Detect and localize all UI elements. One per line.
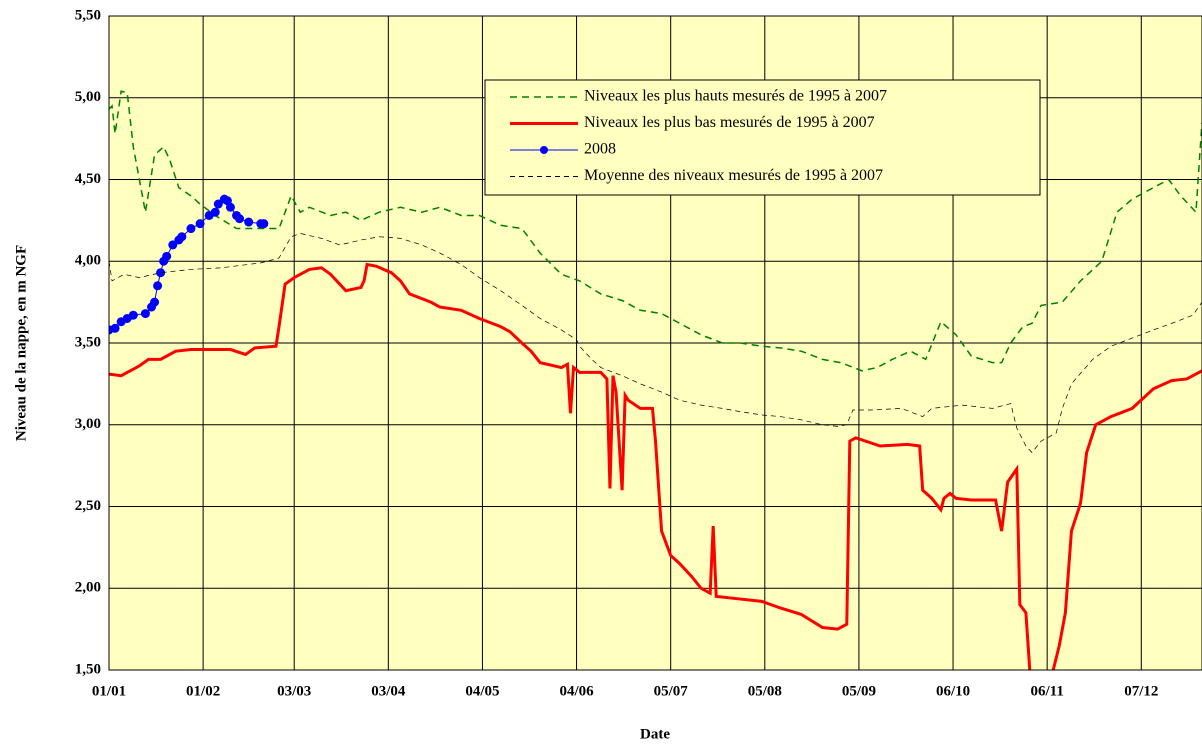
point (177, 232, 187, 242)
legend-marker (540, 146, 548, 154)
series-line (109, 90, 1202, 372)
plot-border (108, 15, 1202, 671)
y-tick-label: 3,50 (75, 334, 101, 350)
y-tick-label: 4,00 (75, 253, 101, 269)
point (168, 240, 178, 250)
legend-label: Niveaux les plus hauts mesurés de 1995 à… (584, 88, 887, 105)
legend: Niveaux les plus hauts mesurés de 1995 à… (484, 79, 1041, 196)
x-tick-label: 04/06 (559, 683, 594, 699)
legend-label: Moyenne des niveaux mesurés de 1995 à 20… (584, 167, 883, 184)
x-tick-label: 03/03 (277, 683, 311, 699)
legend-label: 2008 (584, 141, 616, 158)
point (244, 217, 254, 227)
y-tick-label: 1,50 (75, 661, 101, 677)
y-tick-label: 5,00 (75, 89, 101, 105)
x-tick-label: 05/08 (748, 683, 782, 699)
x-tick-label: 04/05 (465, 683, 499, 699)
x-tick-label: 01/02 (186, 683, 220, 699)
legend-box (484, 79, 1041, 196)
x-tick-label: 06/11 (1030, 683, 1063, 699)
x-tick-label: 07/12 (1124, 683, 1158, 699)
y-tick-label: 3,00 (75, 416, 101, 432)
y-axis-label: Niveau de la nappe, en m NGF (13, 245, 29, 441)
x-tick-label: 03/04 (371, 683, 406, 699)
point (150, 297, 160, 307)
x-tick-label: 06/10 (936, 683, 970, 699)
point (140, 309, 150, 319)
point (235, 214, 245, 224)
point (213, 199, 223, 209)
y-tick-label: 5,50 (75, 7, 101, 23)
point (186, 224, 196, 234)
point (225, 202, 235, 212)
x-axis-label: Date (640, 726, 670, 742)
legend-label: Niveaux les plus bas mesurés de 1995 à 2… (584, 114, 875, 131)
x-tick-label: 01/01 (92, 683, 126, 699)
series-line (109, 262, 1202, 670)
point (156, 268, 166, 278)
y-tick-label: 2,00 (75, 580, 101, 596)
x-tick-label: 05/09 (842, 683, 876, 699)
plot-lines (109, 90, 1202, 670)
point (153, 281, 163, 291)
point (110, 323, 120, 333)
point (162, 251, 172, 261)
y-tick-label: 2,50 (75, 498, 101, 514)
point (210, 207, 220, 217)
point (259, 219, 269, 229)
point (128, 310, 138, 320)
point (195, 219, 205, 229)
y-tick-label: 4,50 (75, 171, 101, 187)
x-tick-label: 05/07 (654, 683, 689, 699)
